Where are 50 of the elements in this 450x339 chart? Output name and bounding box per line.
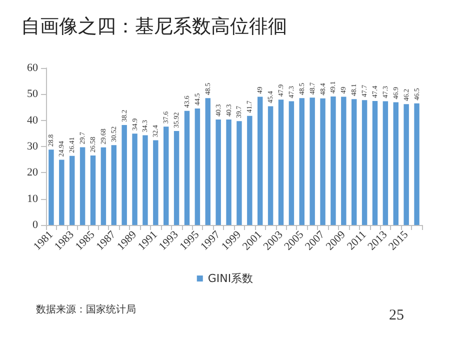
x-tick-label: 1991 <box>136 228 160 253</box>
bar <box>382 101 388 225</box>
bar <box>278 100 284 225</box>
bar <box>142 135 148 225</box>
y-tick-label: 30 <box>27 140 38 152</box>
bar <box>341 96 346 225</box>
bar <box>414 103 420 225</box>
y-tick-label: 10 <box>27 192 38 205</box>
bar <box>247 116 252 225</box>
bar <box>59 160 64 225</box>
y-tick-label: 50 <box>27 88 38 100</box>
y-tick-label: 60 <box>27 62 38 74</box>
bar <box>194 108 200 225</box>
y-tick-label: 20 <box>27 166 38 179</box>
bar <box>372 100 378 225</box>
bar <box>236 121 242 225</box>
bar <box>288 101 294 225</box>
bar <box>174 131 180 225</box>
bar <box>320 98 326 225</box>
x-tick-label: 1981 <box>31 228 56 253</box>
bar <box>310 98 315 225</box>
bar <box>258 96 263 225</box>
bar <box>226 120 232 225</box>
bar <box>404 104 409 225</box>
chart-title: 自画像之四：基尼系数高位徘徊 <box>21 16 287 38</box>
bar <box>111 145 116 225</box>
bar <box>122 125 127 225</box>
bar <box>132 134 138 225</box>
bar <box>216 120 221 225</box>
bar <box>153 140 158 225</box>
bar <box>48 150 54 225</box>
y-tick-label: 0 <box>32 219 38 231</box>
bar <box>352 99 357 225</box>
bar <box>80 147 86 225</box>
legend-label: GINI系数 <box>208 272 254 285</box>
bar <box>90 155 96 225</box>
bar <box>362 100 368 225</box>
bar <box>70 156 75 225</box>
bar <box>100 147 106 225</box>
y-tick-label: 40 <box>27 114 38 126</box>
x-tick-label: 2011 <box>345 228 369 252</box>
bar <box>205 98 210 225</box>
text: 25 <box>389 308 404 324</box>
bar <box>268 106 274 225</box>
bar <box>393 102 398 225</box>
bar <box>299 98 304 225</box>
bar <box>164 126 169 225</box>
bar <box>330 96 336 225</box>
bar <box>184 110 190 225</box>
source-note: 数据来源：国家统计局 <box>36 304 136 316</box>
